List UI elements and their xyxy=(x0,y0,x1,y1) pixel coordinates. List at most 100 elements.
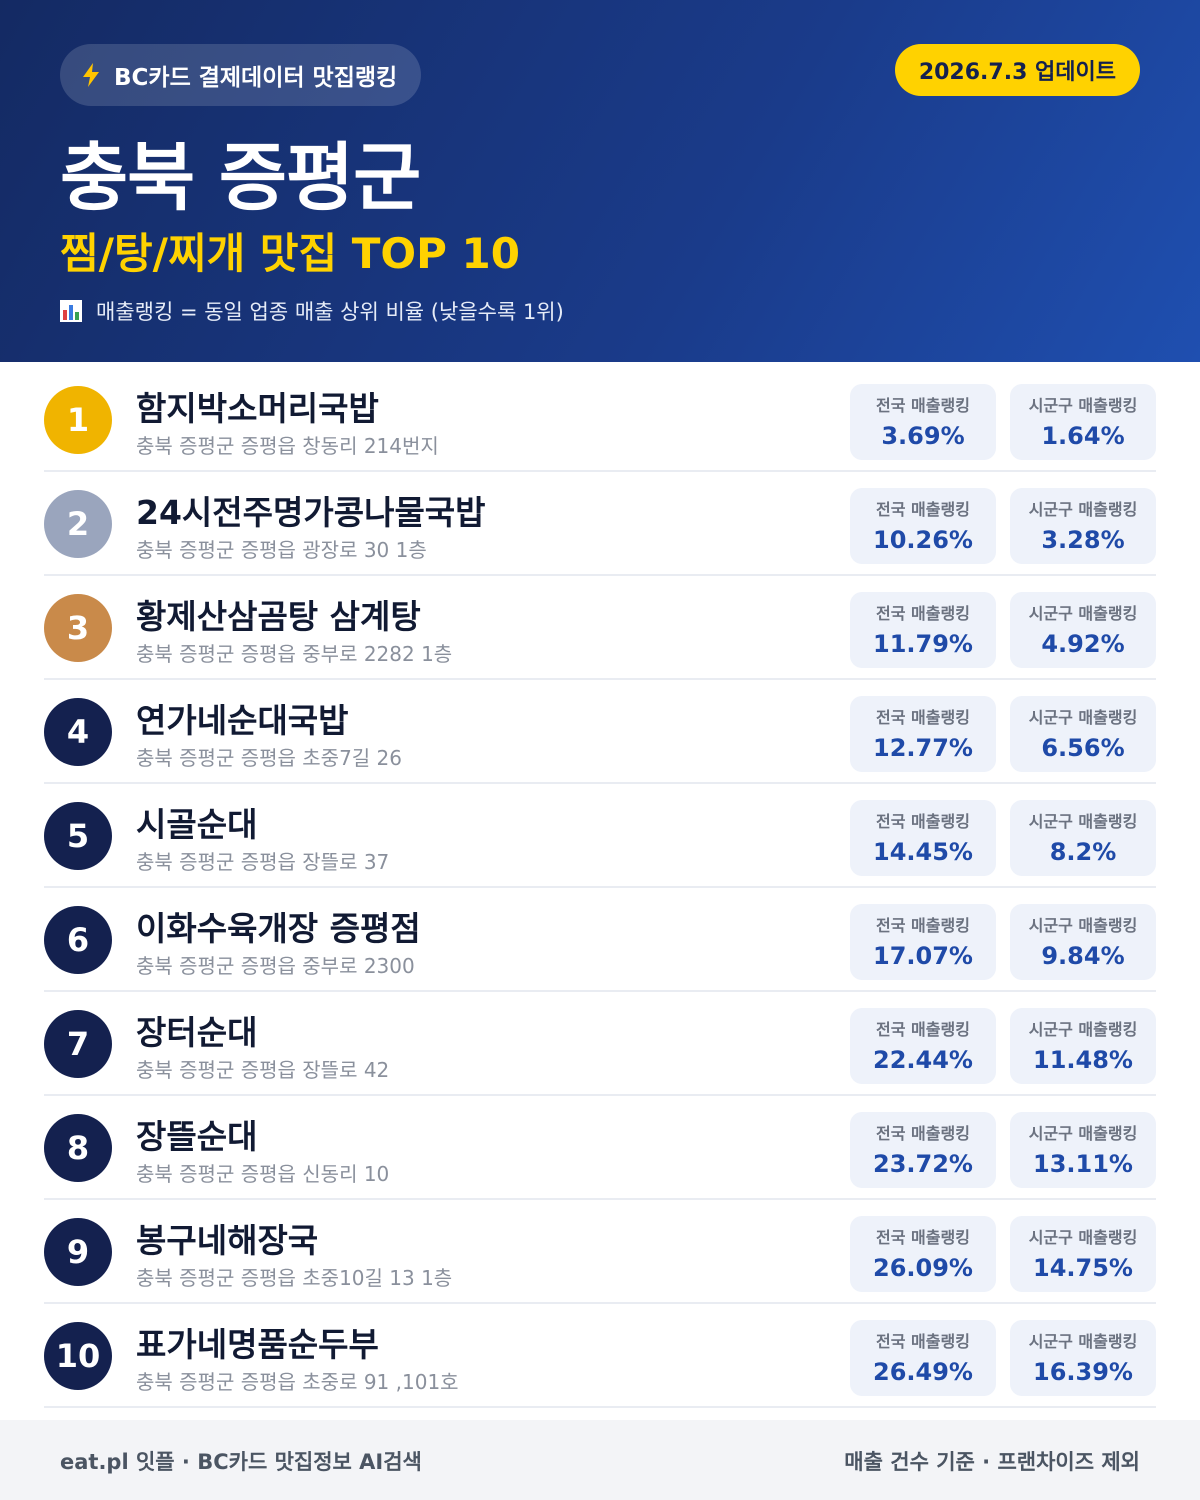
footer-left: eat.pl 잇플 · BC카드 맛집정보 AI검색 xyxy=(60,1450,422,1474)
restaurant-name: 24시전주명가콩나물국밥 xyxy=(136,493,486,532)
ranking-box: 시군구 매출랭킹 13.11% xyxy=(1010,1112,1156,1188)
restaurant-address: 충북 증평군 증평읍 초중10길 13 1층 xyxy=(136,1266,453,1290)
ranking-value: 1.64% xyxy=(1041,422,1125,450)
restaurant-address: 충북 증평군 증평읍 신동리 10 xyxy=(136,1162,390,1186)
ranking-value: 4.92% xyxy=(1041,630,1125,658)
ranking-value: 14.75% xyxy=(1033,1254,1133,1282)
rank-badge: 7 xyxy=(44,1010,112,1078)
ranking-row: 1 함지박소머리국밥 충북 증평군 증평읍 창동리 214번지 전국 매출랭킹 3.69… xyxy=(44,368,1156,472)
ranking-value: 12.77% xyxy=(873,734,973,762)
badge: BC카드 결제데이터 맛집랭킹 xyxy=(60,44,422,106)
ranking-box: 전국 매출랭킹 26.49% xyxy=(850,1320,996,1396)
ranking-value: 16.39% xyxy=(1033,1358,1133,1386)
restaurant-name: 연가네순대국밥 xyxy=(136,701,349,740)
rank-badge: 9 xyxy=(44,1218,112,1286)
restaurant-name: 함지박소머리국밥 xyxy=(136,389,379,428)
ranking-box: 시군구 매출랭킹 14.75% xyxy=(1010,1216,1156,1292)
ranking-label: 전국 매출랭킹 xyxy=(876,708,970,727)
rank-badge: 2 xyxy=(44,490,112,558)
ranking-value: 26.09% xyxy=(873,1254,973,1282)
ranking-box: 시군구 매출랭킹 1.64% xyxy=(1010,384,1156,460)
ranking-value: 11.79% xyxy=(873,630,973,658)
ranking-label: 시군구 매출랭킹 xyxy=(1028,1124,1138,1143)
ranking-row: 5 시골순대 충북 증평군 증평읍 장뜰로 37 전국 매출랭킹 14.45% 시군구 매… xyxy=(44,784,1156,888)
subtitle: 찜/탕/찌개 맛집 TOP 10 xyxy=(60,229,520,278)
title: 충북 증평군 xyxy=(60,135,421,221)
ranking-label: 전국 매출랭킹 xyxy=(876,500,970,519)
ranking-value: 23.72% xyxy=(873,1150,973,1178)
restaurant-address: 충북 증평군 증평읍 초중7길 26 xyxy=(136,746,403,770)
ranking-value: 3.69% xyxy=(881,422,965,450)
ranking-label: 시군구 매출랭킹 xyxy=(1028,1228,1138,1247)
badge-text: BC카드 결제데이터 맛집랭킹 xyxy=(114,65,398,91)
restaurant-address: 충북 증평군 증평읍 창동리 214번지 xyxy=(136,434,439,458)
ranking-box: 시군구 매출랭킹 6.56% xyxy=(1010,696,1156,772)
ranking-box: 전국 매출랭킹 14.45% xyxy=(850,800,996,876)
ranking-value: 17.07% xyxy=(873,942,973,970)
ranking-box: 전국 매출랭킹 26.09% xyxy=(850,1216,996,1292)
ranking-label: 전국 매출랭킹 xyxy=(876,1332,970,1351)
ranking-value: 6.56% xyxy=(1041,734,1125,762)
restaurant-address: 충북 증평군 증평읍 중부로 2300 xyxy=(136,954,415,978)
restaurant-name: 장뜰순대 xyxy=(136,1117,258,1156)
ranking-box: 전국 매출랭킹 12.77% xyxy=(850,696,996,772)
restaurant-address: 충북 증평군 증평읍 광장로 30 1층 xyxy=(136,538,427,562)
restaurant-name: 표가네명품순두부 xyxy=(136,1325,379,1364)
restaurant-name: 황제산삼곰탕 삼계탕 xyxy=(136,597,421,636)
rank-badge: 3 xyxy=(44,594,112,662)
ranking-value: 13.11% xyxy=(1033,1150,1133,1178)
note-text: 매출랭킹 = 동일 업종 매출 상위 비율 (낮을수록 1위) xyxy=(96,300,564,324)
ranking-box: 시군구 매출랭킹 3.28% xyxy=(1010,488,1156,564)
note: 매출랭킹 = 동일 업종 매출 상위 비율 (낮을수록 1위) xyxy=(60,296,564,326)
ranking-row: 6 이화수육개장 증평점 충북 증평군 증평읍 중부로 2300 전국 매출랭킹 17.… xyxy=(44,888,1156,992)
ranking-box: 전국 매출랭킹 11.79% xyxy=(850,592,996,668)
ranking-box: 전국 매출랭킹 10.26% xyxy=(850,488,996,564)
ranking-box: 시군구 매출랭킹 8.2% xyxy=(1010,800,1156,876)
ranking-label: 전국 매출랭킹 xyxy=(876,1124,970,1143)
rank-badge: 4 xyxy=(44,698,112,766)
restaurant-address: 충북 증평군 증평읍 초중로 91 ,101호 xyxy=(136,1370,459,1394)
ranking-value: 11.48% xyxy=(1033,1046,1133,1074)
ranking-label: 시군구 매출랭킹 xyxy=(1028,916,1138,935)
ranking-value: 8.2% xyxy=(1049,838,1117,866)
bolt-icon xyxy=(83,63,99,87)
rank-badge: 8 xyxy=(44,1114,112,1182)
ranking-list: 1 함지박소머리국밥 충북 증평군 증평읍 창동리 214번지 전국 매출랭킹 3.69… xyxy=(44,368,1156,1408)
restaurant-address: 충북 증평군 증평읍 중부로 2282 1층 xyxy=(136,642,453,666)
ranking-box: 시군구 매출랭킹 9.84% xyxy=(1010,904,1156,980)
ranking-label: 시군구 매출랭킹 xyxy=(1028,604,1138,623)
footer: eat.pl 잇플 · BC카드 맛집정보 AI검색 매출 건수 기준 · 프랜… xyxy=(0,1420,1200,1500)
ranking-label: 시군구 매출랭킹 xyxy=(1028,1332,1138,1351)
ranking-box: 전국 매출랭킹 22.44% xyxy=(850,1008,996,1084)
restaurant-name: 이화수육개장 증평점 xyxy=(136,909,421,948)
ranking-label: 시군구 매출랭킹 xyxy=(1028,708,1138,727)
footer-right: 매출 건수 기준 · 프랜차이즈 제외 xyxy=(844,1450,1140,1474)
ranking-value: 9.84% xyxy=(1041,942,1125,970)
chart-icon xyxy=(60,300,82,322)
ranking-box: 시군구 매출랭킹 16.39% xyxy=(1010,1320,1156,1396)
ranking-value: 26.49% xyxy=(873,1358,973,1386)
rank-badge: 6 xyxy=(44,906,112,974)
ranking-box: 시군구 매출랭킹 11.48% xyxy=(1010,1008,1156,1084)
ranking-box: 전국 매출랭킹 23.72% xyxy=(850,1112,996,1188)
ranking-row: 7 장터순대 충북 증평군 증평읍 장뜰로 42 전국 매출랭킹 22.44% 시군구 매… xyxy=(44,992,1156,1096)
ranking-box: 전국 매출랭킹 3.69% xyxy=(850,384,996,460)
ranking-box: 시군구 매출랭킹 4.92% xyxy=(1010,592,1156,668)
ranking-value: 10.26% xyxy=(873,526,973,554)
ranking-row: 10 표가네명품순두부 충북 증평군 증평읍 초중로 91 ,101호 전국 매출랭킹… xyxy=(44,1304,1156,1408)
ranking-label: 시군구 매출랭킹 xyxy=(1028,1020,1138,1039)
restaurant-name: 장터순대 xyxy=(136,1013,258,1052)
restaurant-name: 봉구네해장국 xyxy=(136,1221,319,1260)
ranking-value: 14.45% xyxy=(873,838,973,866)
ranking-label: 시군구 매출랭킹 xyxy=(1028,500,1138,519)
ranking-label: 전국 매출랭킹 xyxy=(876,604,970,623)
ranking-value: 22.44% xyxy=(873,1046,973,1074)
restaurant-name: 시골순대 xyxy=(136,805,258,844)
ranking-value: 3.28% xyxy=(1041,526,1125,554)
ranking-label: 전국 매출랭킹 xyxy=(876,812,970,831)
